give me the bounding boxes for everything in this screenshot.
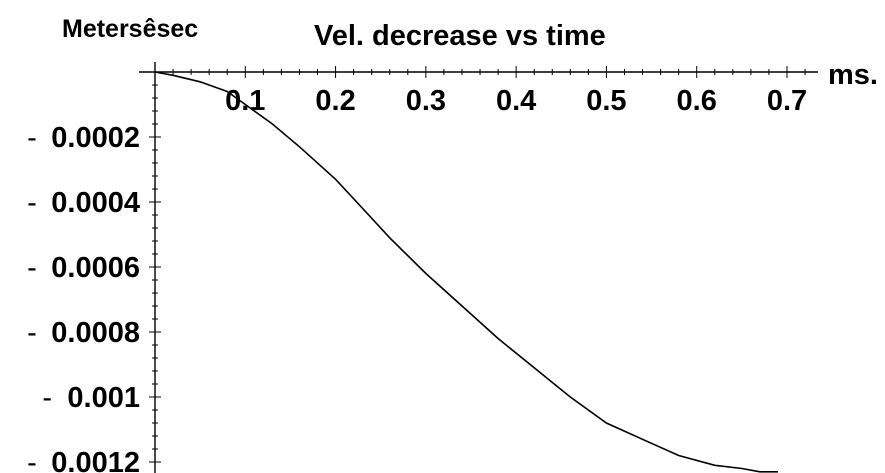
x-tick-label: 0.2 <box>315 85 355 117</box>
x-tick-label: 0.4 <box>496 85 536 117</box>
y-tick-minus-sign: - <box>27 317 37 349</box>
x-tick-label: 0.5 <box>586 85 626 117</box>
y-tick-minus-sign: - <box>42 382 52 414</box>
x-tick-label: 0.3 <box>406 85 446 117</box>
y-tick-label: 0.001 <box>67 382 140 414</box>
y-axis-label: Metersêsec <box>62 15 198 43</box>
x-tick-label: 0.7 <box>767 85 807 117</box>
y-tick-label: 0.0002 <box>51 122 140 154</box>
x-tick-label: 0.6 <box>677 85 717 117</box>
y-tick-label: 0.0012 <box>51 447 140 473</box>
axes <box>139 62 818 473</box>
ticks: 0.1 0.2 0.3 0.4 0.5 0.6 0.70.0002-0.0004-0.000… <box>27 66 807 473</box>
chart-title: Vel. decrease vs time <box>314 20 606 52</box>
y-tick-minus-sign: - <box>27 187 37 219</box>
y-tick-label: 0.0006 <box>51 252 140 284</box>
series-group <box>154 71 778 473</box>
y-tick-minus-sign: - <box>27 447 37 473</box>
y-tick-label: 0.0004 <box>51 187 140 219</box>
x-tick-label: 0.1 <box>225 85 265 117</box>
velocity-line <box>154 71 778 473</box>
x-axis-unit-label: ms. <box>828 59 878 91</box>
y-tick-minus-sign: - <box>27 122 37 154</box>
y-tick-minus-sign: - <box>27 252 37 284</box>
y-tick-label: 0.0008 <box>51 317 140 349</box>
